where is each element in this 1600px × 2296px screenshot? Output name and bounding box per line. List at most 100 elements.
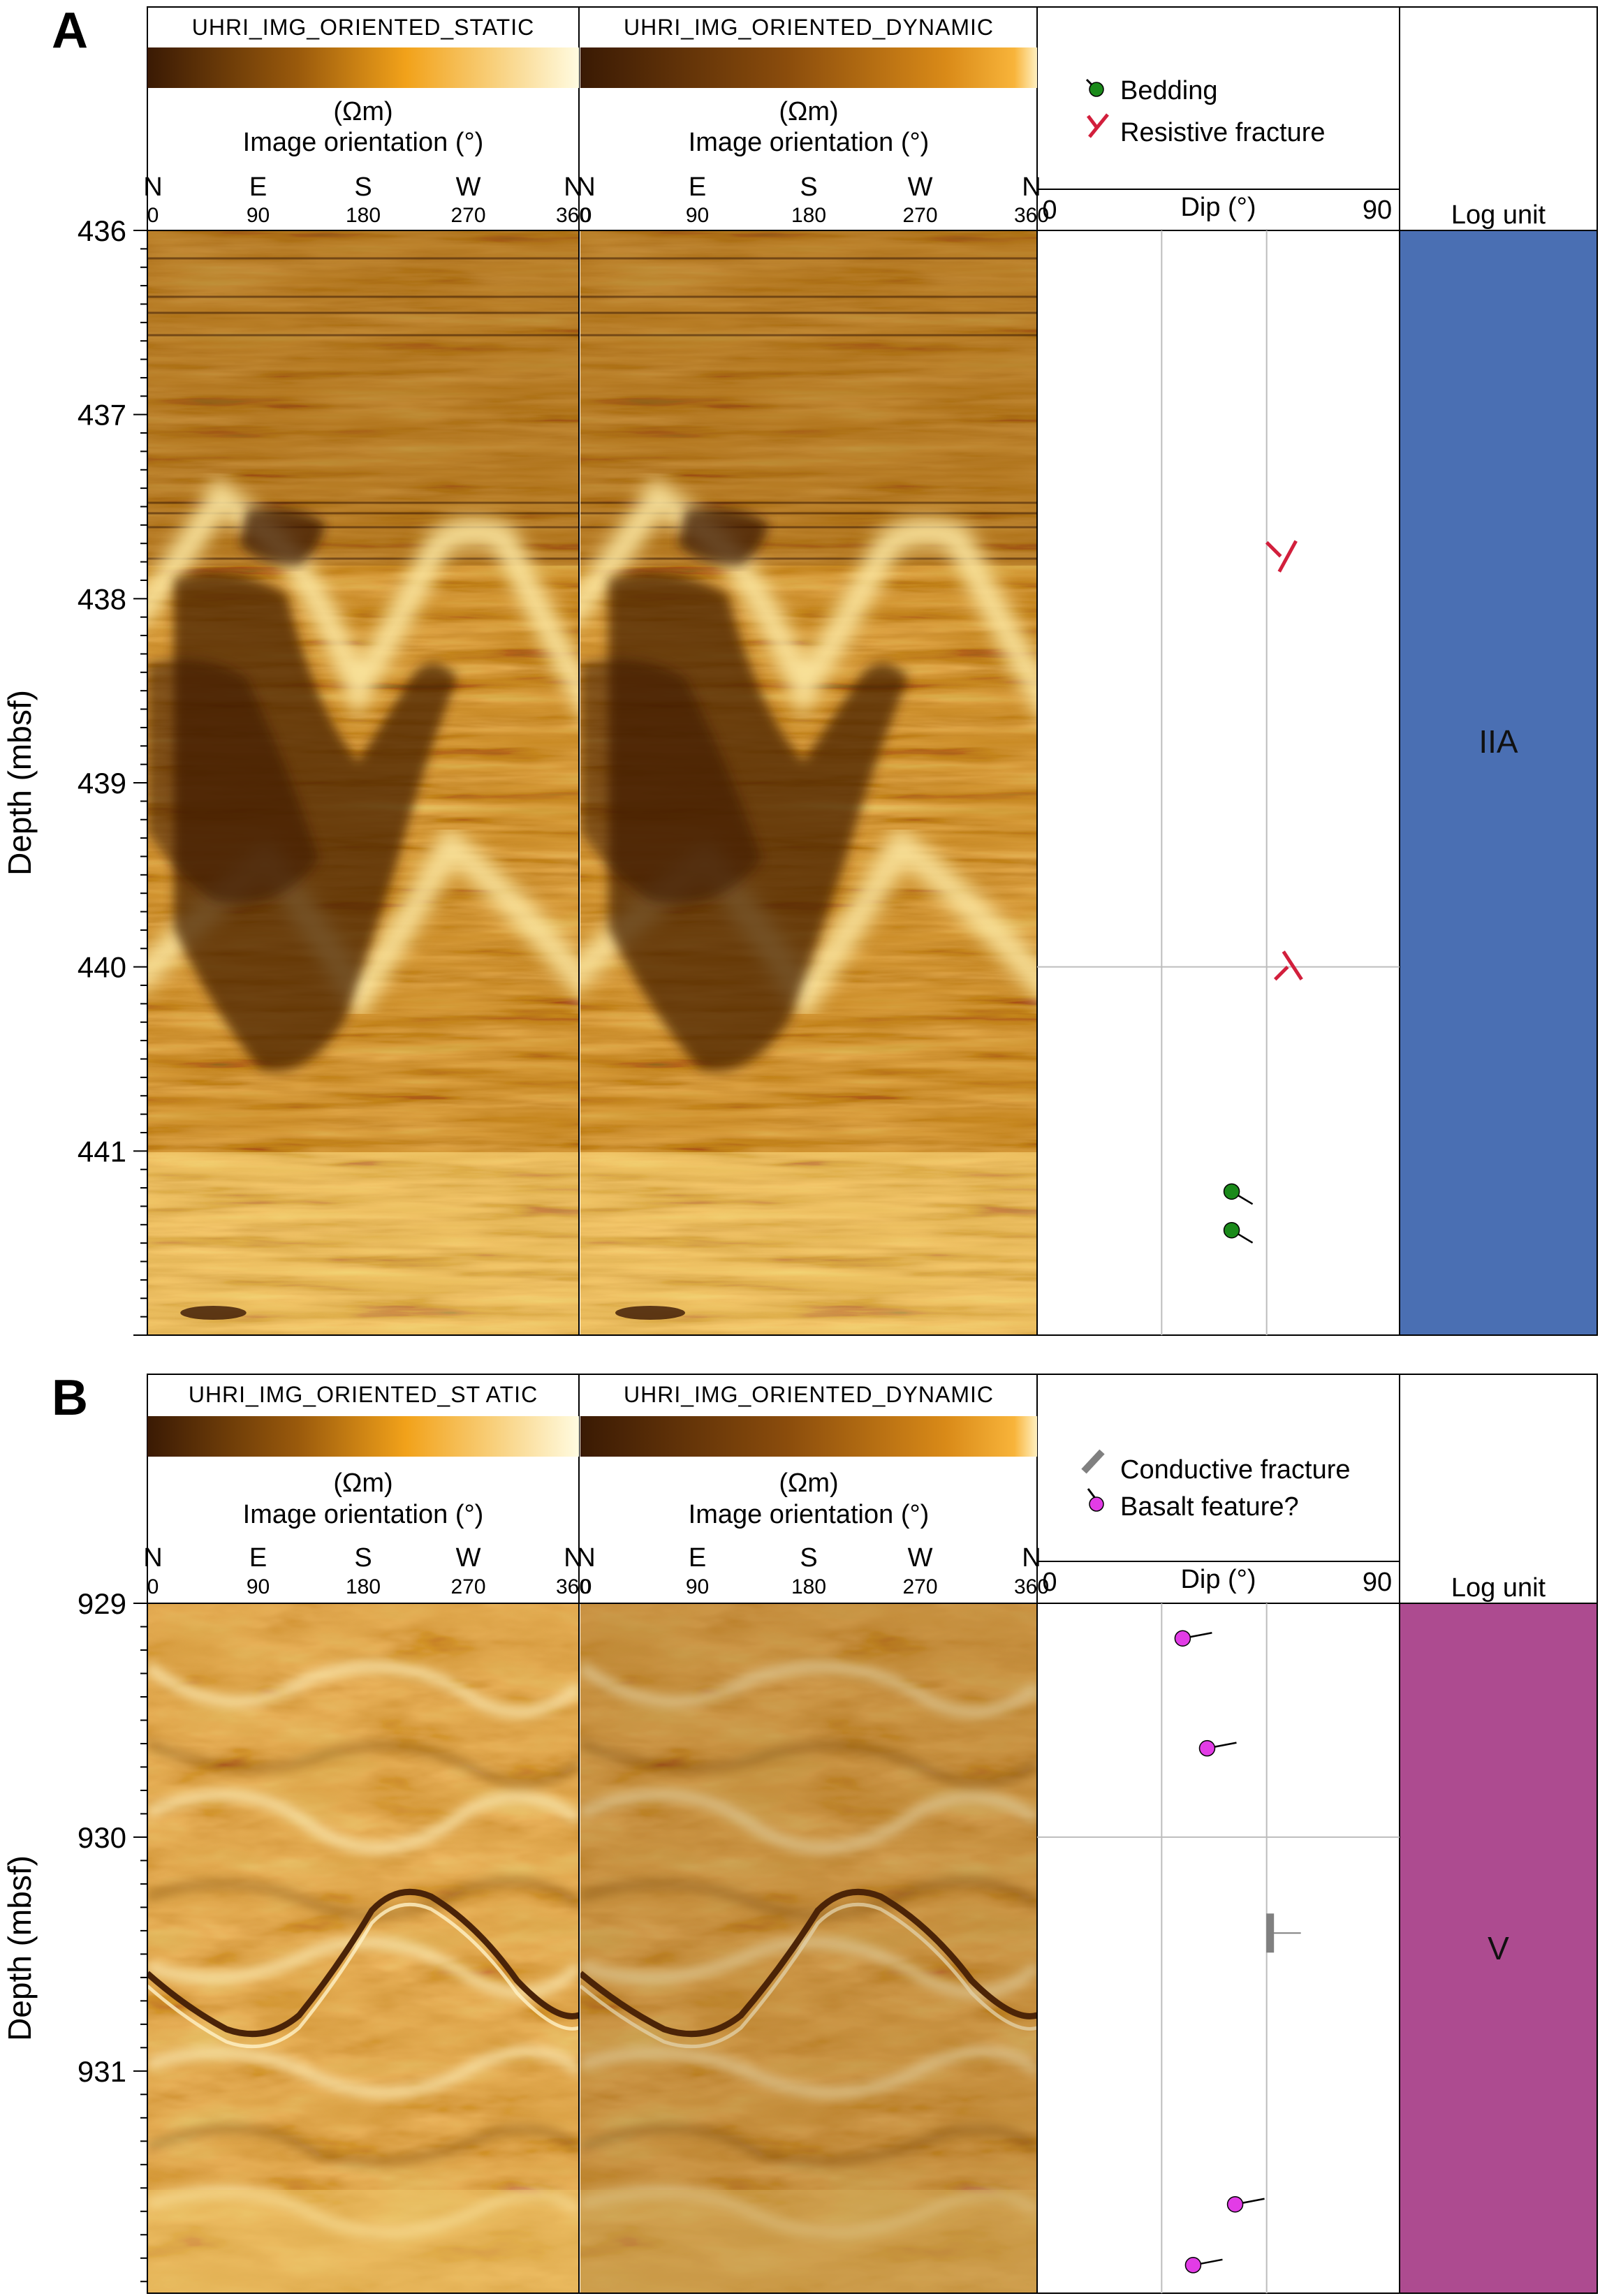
- dynamic-resistivity-image: [566, 230, 1055, 1335]
- dynamic-degree-label: 180: [791, 204, 826, 227]
- basalt-feature-icon: [1087, 1488, 1104, 1512]
- dynamic-orientation-label: Image orientation (°): [689, 128, 930, 157]
- dynamic-direction-label: E: [689, 1543, 706, 1573]
- legend-label: Resistive fracture: [1120, 118, 1326, 147]
- dip-min-label: 0: [1042, 1568, 1057, 1597]
- legend-label: Conductive fracture: [1120, 1455, 1351, 1485]
- static-orientation-label: Image orientation (°): [243, 1500, 484, 1529]
- dynamic-direction-label: W: [908, 172, 933, 202]
- static-direction-label: N: [143, 172, 162, 202]
- static-direction-label: N: [143, 1543, 162, 1573]
- log-unit-label: V: [1488, 1930, 1509, 1966]
- static-resistivity-image: [134, 230, 596, 1335]
- dynamic-direction-label: N: [576, 172, 595, 202]
- bedding-marker: [1223, 1183, 1254, 1205]
- basalt-feature-marker: [1226, 2195, 1265, 2213]
- depth-tick-label: 436: [78, 214, 126, 247]
- static-image-track: [134, 230, 596, 1335]
- dynamic-degree-label: 360: [1014, 1575, 1049, 1598]
- dynamic-degree-label: 270: [902, 204, 937, 227]
- conductive-fracture-icon: [1081, 1449, 1105, 1474]
- depth-axis-title: Depth (mbsf): [1, 690, 38, 876]
- dynamic-degree-label: 0: [580, 1575, 592, 1598]
- bedding-icon: [1085, 78, 1104, 97]
- log-unit-header: Log unit: [1451, 200, 1546, 230]
- static-degree-label: 360: [556, 1575, 591, 1598]
- depth-tick-label: 931: [78, 2055, 126, 2088]
- static-colorbar: [147, 1416, 579, 1457]
- dip-axis-label: Dip (°): [1180, 193, 1256, 222]
- static-orientation-label: Image orientation (°): [243, 128, 484, 157]
- depth-tick-label: 441: [78, 1135, 126, 1168]
- dip-min-label: 0: [1042, 196, 1057, 225]
- static-direction-label: E: [249, 1543, 267, 1573]
- depth-axis-title: Depth (mbsf): [1, 1855, 38, 2041]
- static-degree-label: 0: [147, 1575, 159, 1598]
- dynamic-direction-label: N: [576, 1543, 595, 1573]
- static-degree-label: 90: [247, 1575, 270, 1598]
- static-track-title: UHRI_IMG_ORIENTED_STATIC: [192, 15, 534, 40]
- dynamic-degree-label: 90: [686, 204, 709, 227]
- basalt-feature-marker: [1174, 1630, 1212, 1647]
- static-direction-label: N: [564, 172, 582, 202]
- depth-tick-label: 930: [78, 1821, 126, 1854]
- dynamic-degree-label: 360: [1014, 204, 1049, 227]
- dip-max-label: 90: [1363, 1568, 1392, 1597]
- dynamic-contrast-overlay: [580, 1603, 1037, 2293]
- static-direction-label: S: [354, 172, 372, 202]
- dynamic-degree-label: 90: [686, 1575, 709, 1598]
- dynamic-scale-unit: (Ωm): [779, 1469, 838, 1498]
- depth-tick-label: 440: [78, 951, 126, 984]
- static-degree-label: 270: [450, 204, 485, 227]
- log-unit-label: IIA: [1478, 723, 1518, 760]
- resistive-fracture-marker: [1265, 540, 1298, 573]
- legend-label: Bedding: [1120, 76, 1217, 105]
- dynamic-direction-label: S: [800, 1543, 817, 1573]
- basalt-feature-marker: [1184, 2257, 1223, 2274]
- static-direction-label: S: [354, 1543, 372, 1573]
- dynamic-colorbar: [580, 47, 1037, 88]
- panel-letter: A: [52, 3, 88, 59]
- static-colorbar: [147, 47, 579, 88]
- static-scale-unit: (Ωm): [333, 97, 392, 126]
- static-degree-label: 90: [247, 204, 270, 227]
- static-direction-label: N: [564, 1543, 582, 1573]
- conductive-fracture-marker: [1266, 1913, 1301, 1953]
- panel-letter: B: [52, 1370, 88, 1426]
- dip-max-label: 90: [1363, 196, 1392, 225]
- static-degree-label: 0: [147, 204, 159, 227]
- log-unit-header: Log unit: [1451, 1573, 1546, 1603]
- depth-tick-label: 438: [78, 582, 126, 615]
- static-direction-label: W: [456, 1543, 481, 1573]
- dynamic-degree-label: 180: [791, 1575, 826, 1598]
- static-resistivity-image: [147, 1603, 579, 2293]
- static-degree-label: 360: [556, 204, 591, 227]
- depth-tick-label: 439: [78, 767, 126, 800]
- dynamic-track-title: UHRI_IMG_ORIENTED_DYNAMIC: [624, 15, 994, 40]
- dynamic-image-track: [580, 1603, 1037, 2293]
- dynamic-direction-label: W: [908, 1543, 933, 1573]
- log-unit-fill: [1400, 1604, 1597, 2293]
- dynamic-scale-unit: (Ωm): [779, 97, 838, 126]
- depth-tick-label: 437: [78, 399, 126, 432]
- depth-tick-label: 929: [78, 1587, 126, 1620]
- dynamic-direction-label: E: [689, 172, 706, 202]
- dynamic-direction-label: N: [1022, 172, 1041, 202]
- dynamic-orientation-label: Image orientation (°): [689, 1500, 930, 1529]
- resistive-fracture-icon: [1087, 113, 1109, 138]
- static-degree-label: 180: [346, 1575, 381, 1598]
- basalt-feature-marker: [1198, 1739, 1237, 1757]
- dynamic-track-title: UHRI_IMG_ORIENTED_DYNAMIC: [624, 1382, 994, 1407]
- dynamic-image-track: [566, 230, 1055, 1335]
- dynamic-direction-label: S: [800, 172, 817, 202]
- bedding-marker: [1223, 1221, 1254, 1244]
- static-track-title: UHRI_IMG_ORIENTED_ST ATIC: [189, 1382, 538, 1407]
- static-degree-label: 180: [346, 204, 381, 227]
- resistive-fracture-marker: [1273, 950, 1303, 981]
- static-scale-unit: (Ωm): [333, 1469, 392, 1498]
- dynamic-degree-label: 0: [580, 204, 592, 227]
- dynamic-degree-label: 270: [902, 1575, 937, 1598]
- log-unit-fill: [1400, 231, 1597, 1334]
- dynamic-direction-label: N: [1022, 1543, 1041, 1573]
